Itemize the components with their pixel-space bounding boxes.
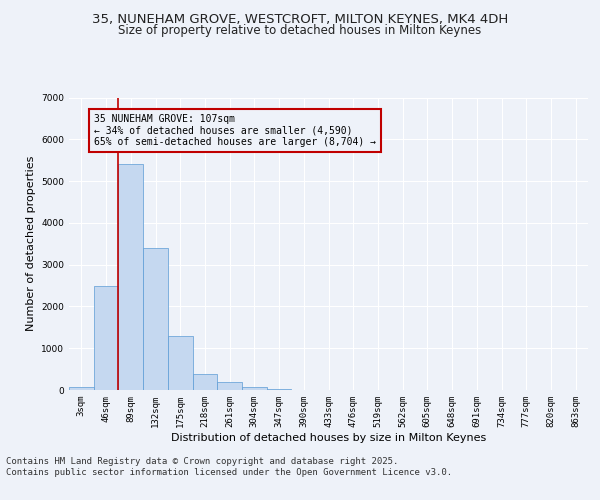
Bar (143, 248, 168, 390)
Bar (217, 382, 242, 390)
Text: Size of property relative to detached houses in Milton Keynes: Size of property relative to detached ho… (118, 24, 482, 37)
Bar (193, 374, 217, 390)
Bar (118, 164, 143, 390)
Bar (94, 286, 118, 390)
Y-axis label: Number of detached properties: Number of detached properties (26, 156, 35, 332)
X-axis label: Distribution of detached houses by size in Milton Keynes: Distribution of detached houses by size … (171, 432, 486, 442)
Bar (168, 336, 193, 390)
Text: 35, NUNEHAM GROVE, WESTCROFT, MILTON KEYNES, MK4 4DH: 35, NUNEHAM GROVE, WESTCROFT, MILTON KEY… (92, 12, 508, 26)
Text: 35 NUNEHAM GROVE: 107sqm
← 34% of detached houses are smaller (4,590)
65% of sem: 35 NUNEHAM GROVE: 107sqm ← 34% of detach… (94, 114, 376, 148)
Bar (69, 387, 94, 390)
Text: Contains HM Land Registry data © Crown copyright and database right 2025.
Contai: Contains HM Land Registry data © Crown c… (6, 458, 452, 477)
Bar (267, 389, 292, 390)
Bar (242, 386, 267, 390)
